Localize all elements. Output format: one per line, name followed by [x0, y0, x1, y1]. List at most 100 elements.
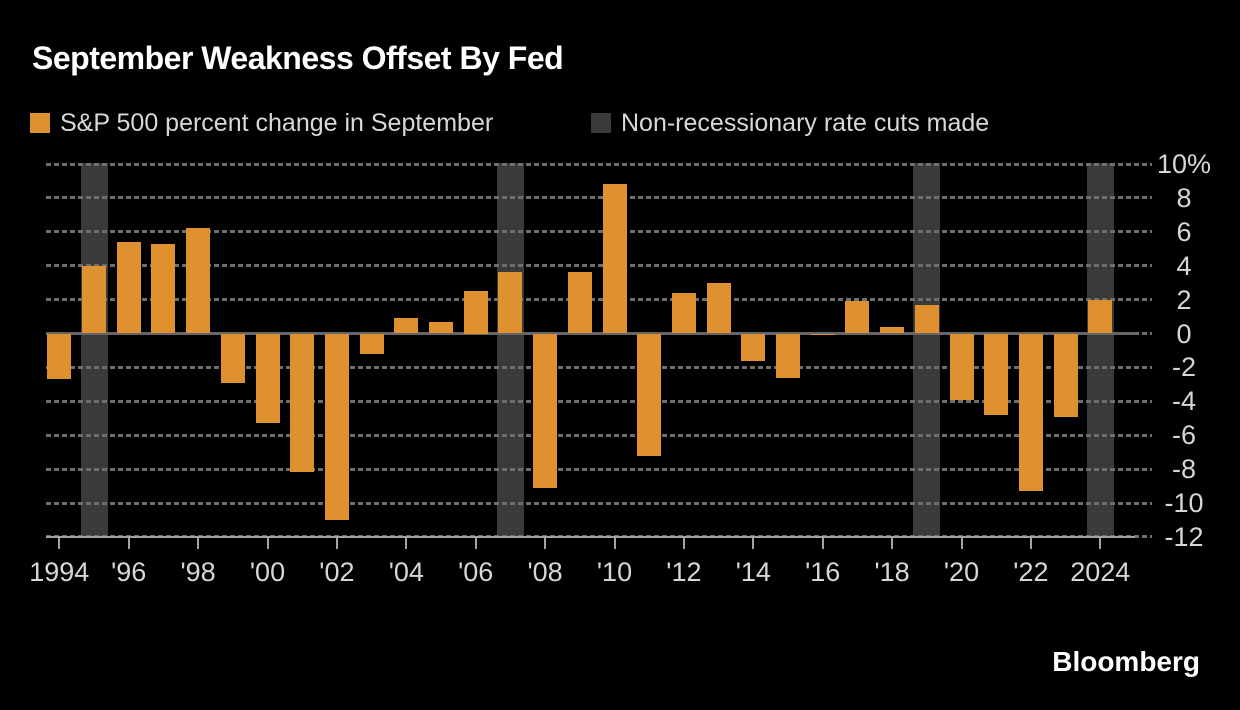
bar-2005	[429, 321, 453, 334]
x-label-1998: '98	[180, 557, 216, 587]
bar-1995	[82, 265, 106, 334]
bar-2016	[810, 333, 835, 336]
bar-2021	[984, 333, 1009, 415]
y-label--6: -6	[1171, 420, 1196, 451]
x-label-2018: '18	[874, 557, 910, 587]
gridline--6	[46, 433, 1152, 437]
y-label-6: 6	[1176, 216, 1192, 247]
gridline--10	[46, 501, 1152, 505]
x-tick-2000	[266, 537, 269, 549]
y-label--12: -12	[1164, 521, 1204, 552]
zero-axis-line	[46, 332, 1135, 335]
bar-2006	[463, 291, 488, 334]
bar-1996	[116, 241, 141, 334]
x-tick-1998	[197, 537, 200, 549]
bar-1998	[186, 228, 211, 334]
x-tick-2008	[544, 537, 547, 549]
bar-2014	[741, 333, 766, 361]
bar-2022	[1018, 333, 1043, 492]
y-label--2: -2	[1171, 352, 1196, 383]
x-tick-2010	[613, 537, 616, 549]
x-tick-2020	[960, 537, 963, 549]
bar-2012	[671, 292, 696, 334]
gridline-2	[46, 298, 1152, 302]
bar-1997	[151, 243, 176, 334]
gridline--8	[46, 467, 1152, 471]
legend-item-rate-cuts: Non-recessionary rate cuts made	[591, 110, 989, 136]
x-label-2014: '14	[735, 557, 771, 587]
gridline--2	[46, 365, 1152, 369]
x-label-1994: 1994	[29, 557, 90, 587]
y-label--10: -10	[1164, 488, 1204, 518]
bar-2020	[949, 333, 974, 400]
rate-cut-band-1995	[80, 163, 108, 537]
y-label--4: -4	[1171, 386, 1196, 417]
gridline--4	[46, 399, 1152, 403]
x-label-1996: '96	[111, 557, 147, 587]
x-tick-1994	[58, 537, 61, 549]
x-tick-2012	[682, 537, 685, 549]
bar-1994	[47, 333, 72, 380]
gridline-6	[46, 230, 1152, 234]
gridline-4	[46, 264, 1152, 268]
bar-2017	[845, 301, 870, 334]
bar-2019	[914, 304, 939, 334]
bar-2018	[880, 326, 905, 334]
bar-2000	[255, 333, 280, 424]
y-label-4: 4	[1176, 250, 1192, 281]
bar-2023	[1053, 333, 1078, 417]
bar-2002	[324, 333, 349, 520]
bar-2009	[567, 272, 592, 334]
x-tick-2002	[335, 537, 338, 549]
sp500-legend-swatch-icon	[30, 113, 50, 133]
bar-2024	[1088, 299, 1113, 334]
bar-2015	[776, 333, 800, 378]
bar-2007	[498, 272, 523, 334]
gridline-10	[46, 162, 1152, 166]
sp500-legend-label: S&P 500 percent change in September	[60, 109, 494, 137]
y-label--8: -8	[1171, 454, 1196, 485]
bar-2004	[394, 318, 419, 334]
x-label-2022: '22	[1013, 557, 1049, 587]
rate-cuts-legend-label: Non-recessionary rate cuts made	[621, 109, 990, 137]
chart-title: September Weakness Offset By Fed	[32, 40, 564, 76]
legend-item-sp500: S&P 500 percent change in September	[30, 110, 493, 136]
y-label-8: 8	[1176, 182, 1192, 213]
y-label-10: 10%	[1156, 149, 1212, 179]
x-tick-2024	[1099, 537, 1102, 549]
x-tick-1996	[127, 537, 130, 549]
bar-2003	[359, 333, 384, 354]
x-tick-2016	[821, 537, 824, 549]
x-label-2010: '10	[596, 557, 633, 587]
gridline-8	[46, 196, 1152, 200]
bar-2008	[533, 333, 558, 488]
x-label-2004: '04	[388, 557, 424, 587]
x-label-2008: '08	[527, 557, 563, 587]
x-tick-2004	[405, 537, 408, 549]
x-label-2024: 2024	[1070, 557, 1131, 587]
bar-2013	[706, 282, 731, 334]
bar-2010	[602, 184, 627, 334]
rate-cut-band-2024	[1086, 163, 1114, 537]
x-label-2012: '12	[666, 557, 702, 587]
x-label-2006: '06	[458, 557, 494, 587]
x-label-2002: '02	[319, 557, 355, 587]
x-label-2000: '00	[249, 557, 286, 587]
bar-1999	[220, 333, 245, 383]
y-label-0: 0	[1176, 318, 1192, 349]
bar-2001	[290, 333, 315, 473]
x-tick-2006	[474, 537, 477, 549]
x-tick-2018	[891, 537, 894, 549]
bar-2011	[637, 333, 662, 456]
rate-cut-band-2007	[496, 163, 524, 537]
x-tick-2014	[752, 537, 755, 549]
rate-cut-band-2019	[913, 163, 941, 537]
x-label-2020: '20	[943, 557, 980, 587]
rate-cuts-legend-swatch-icon	[591, 113, 611, 133]
x-label-2016: '16	[805, 557, 841, 587]
bloomberg-logo: Bloomberg	[1052, 646, 1200, 677]
x-tick-2022	[1029, 537, 1032, 549]
x-axis-line	[46, 535, 1135, 538]
